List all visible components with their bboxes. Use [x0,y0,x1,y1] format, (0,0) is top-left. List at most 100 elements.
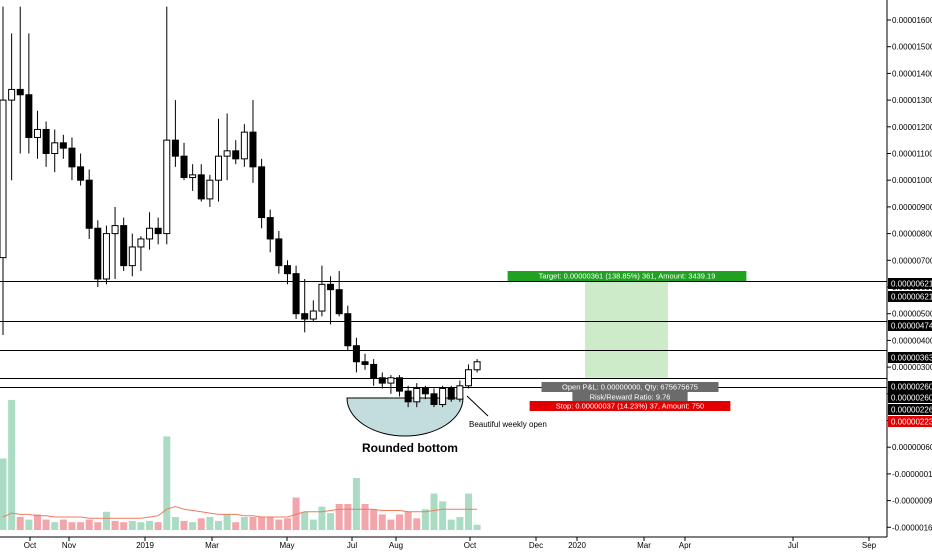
volume-bar [309,519,317,530]
volume-bar [163,436,171,530]
price-badges: 0.00000621 0.00000621 0.00000474 0.00000363… [888,278,932,427]
candle-body [171,139,179,157]
x-tick-label: Apr [679,541,692,550]
x-tick-label: Aug [389,541,403,550]
candle-body [137,238,145,248]
target-label-bg [507,271,747,281]
candle-body [154,227,162,235]
risk-reward-label-bg [572,392,688,402]
candle-body [16,88,24,96]
volume-bar [344,504,352,530]
candle-body [292,273,300,315]
volume-bar [25,519,33,530]
y-tick-label: -0.00000090 [892,497,932,506]
volume-bar [85,519,93,530]
candle-body [68,147,76,168]
volume-bar [94,522,102,530]
risk-reward-label: Risk/Reward Ratio: 9.76 [590,393,671,402]
volume-bar [456,517,464,530]
candle-body [232,150,240,160]
candle [206,174,214,207]
x-tick-label: 2019 [136,541,154,550]
candle-body [197,174,205,200]
volume-bar [0,458,7,530]
candle [292,265,300,320]
volume-bar [51,522,59,530]
candle [154,217,162,245]
y-tick-label: 0.00001500 [892,43,932,52]
volume-bar [59,519,67,530]
candle [223,113,231,181]
volume-bar [439,501,447,530]
candle [77,153,85,186]
price-badge-label: 0.00000621 [891,293,932,302]
volume-bar [137,522,145,530]
candle-body [51,142,59,155]
price-badge [888,320,932,331]
candle [232,140,240,165]
candle [378,372,386,389]
candle-body [206,179,214,200]
volume-layer [0,400,481,530]
candle-body [59,142,67,149]
volume-bar [370,509,378,530]
candle [249,100,257,183]
candle [51,129,59,173]
price-badge-label: 0.00000260 [891,394,932,403]
y-tick-label: 0.00001200 [892,123,932,132]
candle [464,364,472,389]
candle [352,337,360,373]
candle [137,236,145,271]
candle-body [447,387,455,400]
target-label: Target: 0.00000361 (138.85%) 361, Amount… [539,272,716,281]
price-badge [888,416,932,427]
candle [42,121,50,167]
volume-bar [154,522,162,530]
candle-body [189,174,197,179]
volume-bar [16,517,24,530]
candle [430,388,438,408]
candle [85,169,93,239]
volume-bar [327,513,335,530]
rounded-bottom-shape [346,397,464,437]
candle-body [0,99,7,259]
volume-bar [404,511,412,530]
candle [197,164,205,202]
candle-body [352,345,360,363]
candle-body [309,310,317,320]
y-tick-label: 0.00001100 [892,150,932,159]
candle-body [456,385,464,400]
stop-label: Stop: 0.00000037 (14.23%) 37, Amount: 75… [556,402,704,411]
candle-body [180,155,188,179]
volume-bar [430,493,438,530]
x-tick-label: 2020 [568,541,586,550]
volume-bar [77,522,85,530]
volume-bar [249,517,257,530]
price-badge-label: 0.00000226 [891,406,932,415]
candle-body [430,393,438,405]
candle-body [258,166,266,219]
candle [68,137,76,181]
volume-bar [318,506,326,530]
candle-body [215,155,222,181]
annotations-layer: Rounded bottom Beautiful weekly open Targe… [362,271,747,455]
candle-body [163,139,171,235]
y-tick-label: 0.00000900 [892,203,932,212]
price-level-lines [0,281,887,388]
candle [283,260,291,285]
y-tick-label: 0.00000400 [892,336,932,345]
volume-bar [180,520,188,530]
candle-body [266,217,274,240]
volume-bar [266,517,274,530]
y-tick-label: 0.00001400 [892,69,932,78]
volume-bar [275,519,283,530]
candle [59,134,67,159]
candle [456,380,464,402]
x-tick-label: May [279,541,294,550]
candle-body [77,166,85,181]
price-badge [888,278,932,289]
volume-bar [361,504,369,530]
volume-bar [215,520,222,530]
candle [163,6,171,245]
